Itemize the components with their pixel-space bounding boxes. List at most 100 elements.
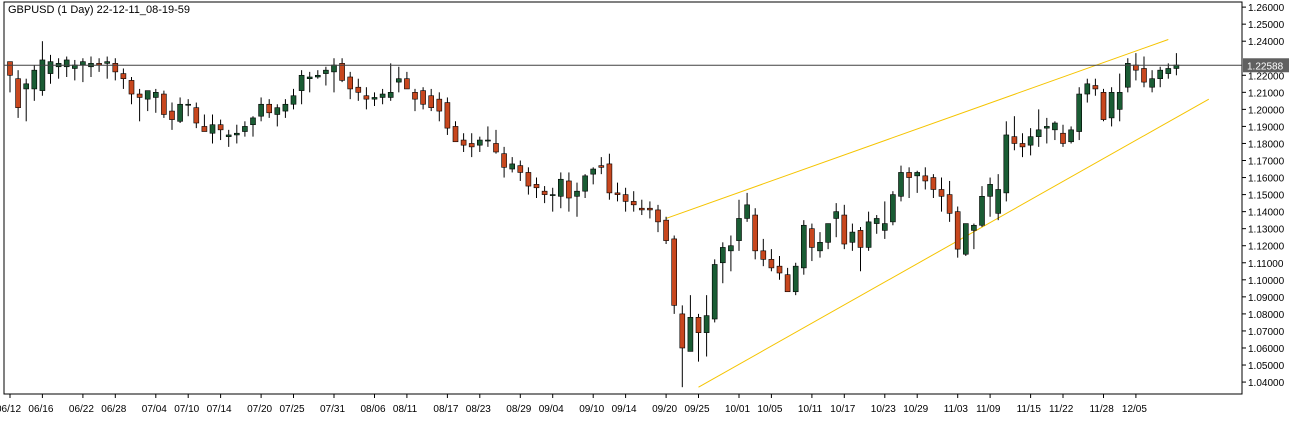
candle [47, 54, 54, 84]
candle-body-bear [752, 214, 759, 252]
x-tick-label: 06/22 [69, 404, 94, 415]
y-tick-label: 1.19000 [1248, 122, 1285, 133]
x-tick-label: 07/31 [320, 404, 345, 415]
candle [234, 124, 240, 144]
candle-body-bear [1092, 85, 1099, 90]
candle-body-bear [501, 153, 507, 168]
candle [23, 78, 30, 122]
candle-body-bull [817, 242, 823, 252]
x-tick-label: 11/22 [1049, 404, 1074, 415]
candle [638, 199, 645, 216]
y-tick-label: 1.20000 [1248, 105, 1285, 116]
candle [703, 295, 710, 357]
candle [711, 259, 718, 323]
candle [274, 104, 281, 127]
candle [412, 88, 418, 112]
candle-body-bear [671, 238, 678, 306]
candle-body-bear [606, 163, 613, 194]
candle [606, 153, 613, 200]
y-tick-label: 1.05000 [1248, 361, 1285, 372]
candle [873, 215, 880, 234]
candle [161, 90, 167, 118]
candle-body-bear [1100, 92, 1107, 120]
candle [566, 172, 572, 212]
y-tick-label: 1.21000 [1248, 88, 1285, 99]
candle [841, 204, 848, 250]
candle-body-bear [436, 98, 443, 112]
candle [1019, 133, 1026, 158]
candle [922, 167, 929, 190]
candle [817, 232, 823, 258]
candle-body-bear [809, 228, 815, 248]
trendline-2 [698, 98, 1210, 388]
candle [452, 121, 459, 143]
y-tick-label: 1.11000 [1248, 259, 1284, 270]
candle-body-bear [906, 172, 912, 178]
candle-body-bear [938, 189, 945, 197]
candle-body-bull [962, 223, 969, 255]
candle-body-bear [404, 78, 410, 90]
candle [460, 133, 467, 152]
candle [371, 92, 378, 106]
candle-body-bull [225, 134, 232, 137]
candle [517, 160, 524, 181]
candle [314, 70, 321, 79]
x-tick-label: 07/25 [280, 404, 305, 415]
candle-body-bull [258, 103, 264, 117]
candle-body-bull [736, 218, 742, 241]
x-tick-label: 08/17 [433, 404, 458, 415]
candle [395, 66, 402, 93]
candle-body-bull [582, 175, 588, 192]
candle-body-bull [323, 69, 329, 74]
candle-body-bear [161, 93, 167, 115]
candle [557, 172, 564, 209]
candle [476, 136, 483, 152]
candle-body-bull [987, 184, 993, 197]
candle [995, 174, 1002, 221]
x-tick-label: 08/29 [506, 404, 531, 415]
candle-body-bull [979, 195, 985, 226]
candle [420, 87, 426, 110]
candle-body-bull [744, 204, 750, 219]
x-tick-label: 11/03 [944, 404, 969, 415]
candle [1027, 128, 1034, 156]
candle [914, 170, 921, 193]
candle [444, 97, 451, 135]
candle-body-bear [452, 126, 459, 143]
candle-body-bull [1068, 129, 1074, 143]
candle-body-bull [881, 223, 888, 231]
time-axis: 06/12 06/16 06/22 06/28 07/04 07/10 07/14 07/20… [0, 394, 1147, 415]
candle-body-bear [695, 317, 702, 333]
candle [1035, 109, 1042, 147]
candle [120, 68, 127, 89]
candle-body-bull [1076, 93, 1082, 132]
candle-body-bear [679, 313, 686, 349]
candle-body-bear [630, 201, 637, 206]
candle-body-bear [533, 184, 540, 189]
candle [436, 92, 443, 122]
y-tick-label: 1.09000 [1248, 293, 1285, 304]
candle-body-bear [946, 194, 953, 214]
candle [144, 90, 151, 112]
candle-body-bull [792, 265, 799, 293]
candle-body-bull [1149, 78, 1155, 88]
x-tick-label: 06/28 [101, 404, 126, 415]
candle [153, 88, 159, 113]
x-tick-label: 07/04 [142, 404, 167, 415]
candle-body-bear [517, 165, 524, 173]
x-tick-label: 11/09 [976, 404, 1001, 415]
candle [979, 186, 985, 227]
candle [128, 76, 135, 105]
candle [533, 177, 540, 198]
x-tick-label: 10/11 [798, 404, 823, 415]
candle [1084, 78, 1091, 103]
y-tick-label: 1.24000 [1248, 37, 1285, 48]
candle-body-bear [7, 61, 13, 76]
candle-body-bull [890, 194, 896, 223]
candle [258, 97, 264, 122]
candle-body-bear [655, 209, 661, 223]
candle-body-bear [922, 175, 929, 182]
candle-body-bull [144, 90, 151, 100]
candle [881, 201, 888, 239]
